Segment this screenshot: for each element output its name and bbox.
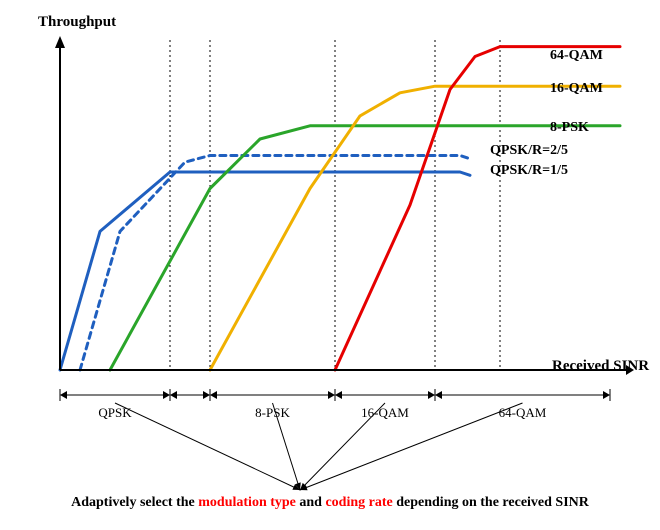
region-label: 16-QAM (355, 405, 415, 421)
series-label: 64-QAM (550, 48, 603, 64)
y-axis-label: Throughput (38, 14, 116, 31)
caption: Adaptively select the modulation type an… (0, 495, 660, 511)
caption-hl2: coding rate (325, 495, 392, 510)
region-label: QPSK (85, 405, 145, 421)
series-label: 8-PSK (550, 120, 589, 136)
caption-pre: Adaptively select the (71, 495, 198, 510)
caption-post: depending on the received SINR (393, 495, 589, 510)
series-label: QPSK/R=2/5 (490, 143, 568, 159)
region-label: 64-QAM (493, 405, 553, 421)
series-label: QPSK/R=1/5 (490, 163, 568, 179)
chart-svg (0, 0, 660, 530)
region-label: 8-PSK (243, 405, 303, 421)
series-label: 16-QAM (550, 81, 603, 97)
chart-container: Throughput Received SINR Adaptively sele… (0, 0, 660, 530)
caption-mid: and (296, 495, 326, 510)
x-axis-label: Received SINR (552, 358, 649, 375)
caption-hl1: modulation type (198, 495, 296, 510)
